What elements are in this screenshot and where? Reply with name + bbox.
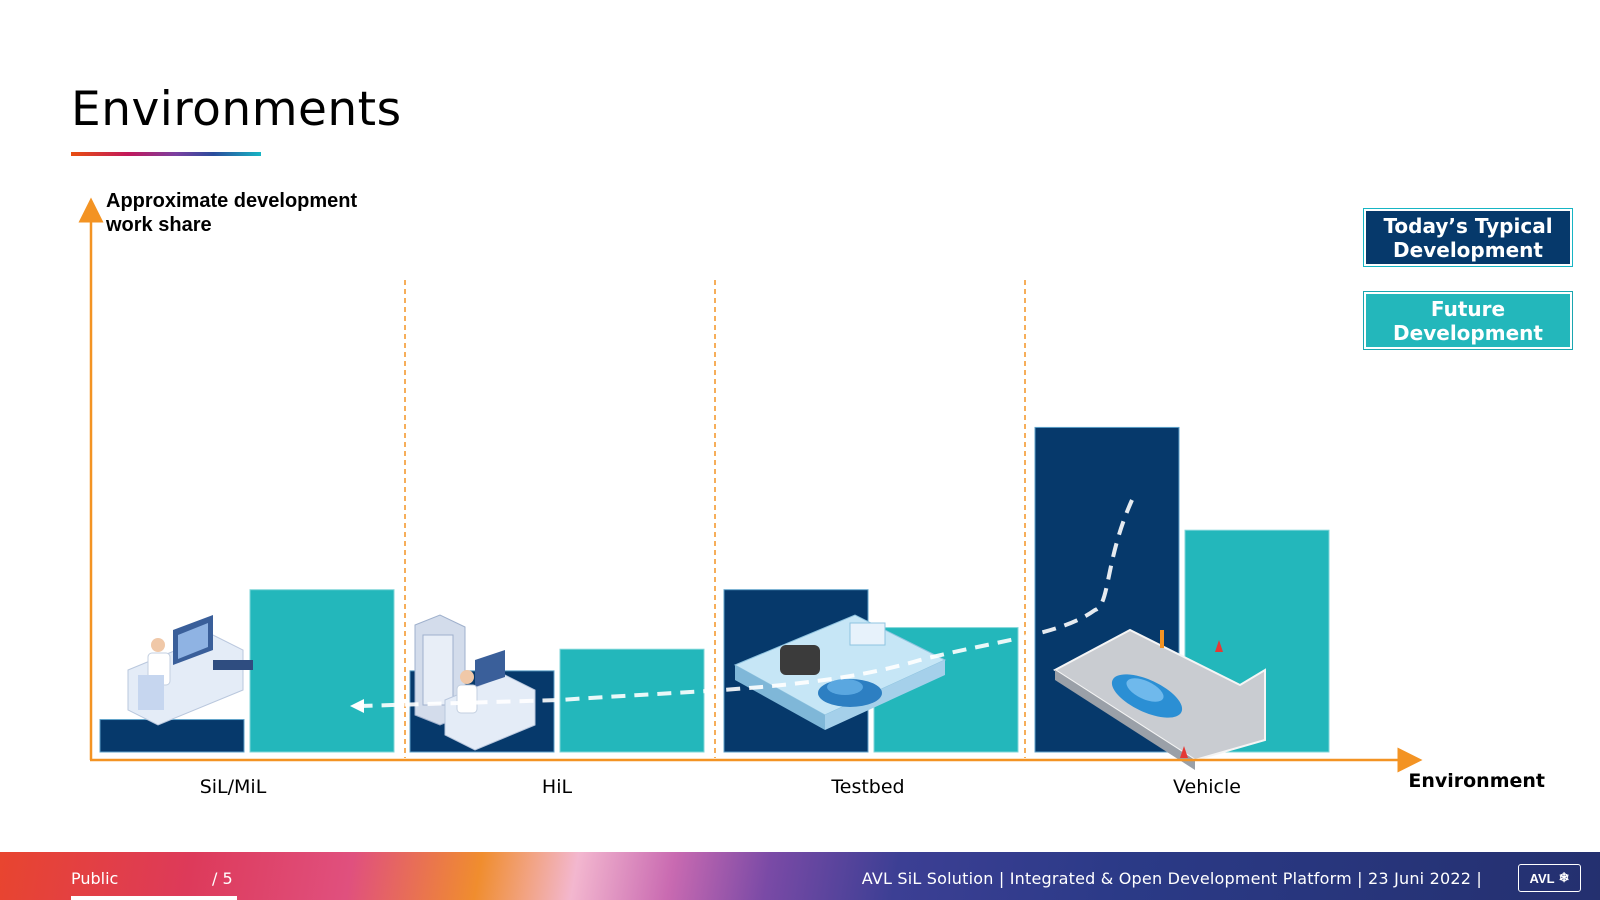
footer-bar [71, 896, 237, 900]
x-tick-label: SiL/MiL [200, 776, 267, 798]
arrow-from-vehicle-to-sil [359, 499, 1134, 708]
trend-arrow-head [350, 699, 364, 713]
title-underline [71, 152, 261, 156]
trend-arrow-group [350, 499, 1134, 713]
x-tick-label: Vehicle [1173, 776, 1241, 798]
category-dividers [404, 280, 1026, 758]
x-tick-labels: SiL/MiL HiL Testbed Vehicle [200, 776, 1241, 798]
bar-future-1 [559, 648, 705, 753]
testbed-engine-car-icon [733, 614, 947, 730]
footer-info: AVL SiL Solution | Integrated & Open Dev… [861, 869, 1482, 888]
avl-logo-text: AVL [1529, 870, 1555, 886]
page-number: / 5 [212, 869, 233, 888]
legend-today: Today’s Typical Development [1363, 208, 1573, 267]
classification-label: Public [71, 869, 119, 888]
page-title: Environments [71, 82, 402, 137]
hil-rack-workstation-icon [414, 614, 536, 751]
x-tick-label: HiL [542, 776, 573, 798]
work-share-chart: Approximate development work share Enviro… [78, 190, 1545, 798]
engineer-workstation-icon [127, 615, 253, 726]
illustrations-group [127, 614, 1266, 770]
bar-today-0 [99, 719, 245, 753]
legend-future: Future Development [1363, 291, 1573, 350]
x-tick-label: Testbed [830, 776, 904, 798]
snowflake-icon: ❄ [1558, 870, 1570, 885]
y-axis-title: Approximate development work share [105, 190, 358, 236]
road-car-icon [1053, 628, 1266, 770]
footer: Public / 5 AVL SiL Solution | Integrated… [0, 852, 1600, 900]
avl-logo[interactable]: AVL ❄ [1518, 864, 1581, 892]
x-axis-title: Environment [1408, 770, 1545, 792]
bar-future-0 [249, 589, 395, 753]
